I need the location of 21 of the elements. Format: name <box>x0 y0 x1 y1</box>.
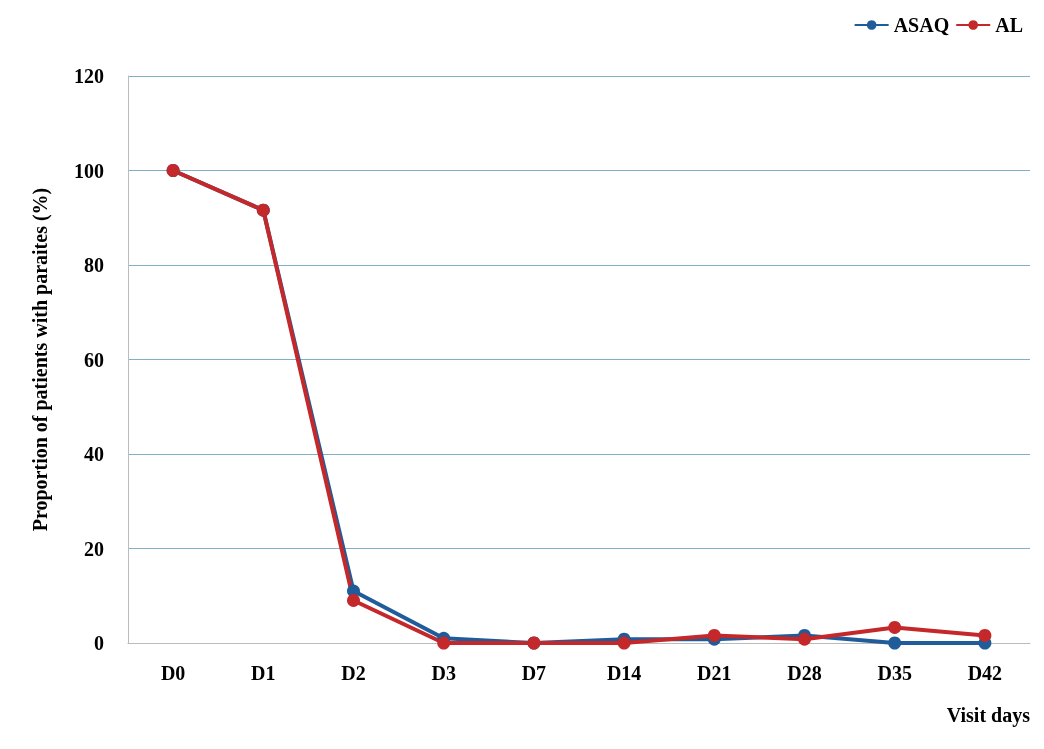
x-tick-label: D7 <box>521 662 547 684</box>
x-axis-title: Visit days <box>946 704 1031 727</box>
x-tick-label: D21 <box>697 662 732 684</box>
y-tick-label: 0 <box>94 632 104 654</box>
y-tick-label: 120 <box>74 65 104 87</box>
x-tick-label: D14 <box>606 662 642 684</box>
legend-label: AL <box>995 14 1024 36</box>
x-tick-label: D35 <box>877 662 912 684</box>
x-tick-label: D2 <box>341 662 366 684</box>
y-tick-label: 100 <box>74 159 104 182</box>
x-tick-label: D1 <box>251 662 276 684</box>
y-tick-label: 40 <box>84 443 104 465</box>
y-tick-label: 60 <box>84 348 104 371</box>
x-tick-label: D28 <box>787 662 822 684</box>
x-tick-label: D3 <box>431 662 456 684</box>
y-tick-label: 20 <box>84 537 104 560</box>
x-tick-label: D42 <box>967 662 1003 684</box>
x-tick-label: D0 <box>160 662 186 684</box>
y-tick-label: 80 <box>84 254 104 276</box>
y-axis-title: Proportion of patients with paraites (%) <box>29 187 52 532</box>
legend-label: ASAQ <box>893 14 950 36</box>
